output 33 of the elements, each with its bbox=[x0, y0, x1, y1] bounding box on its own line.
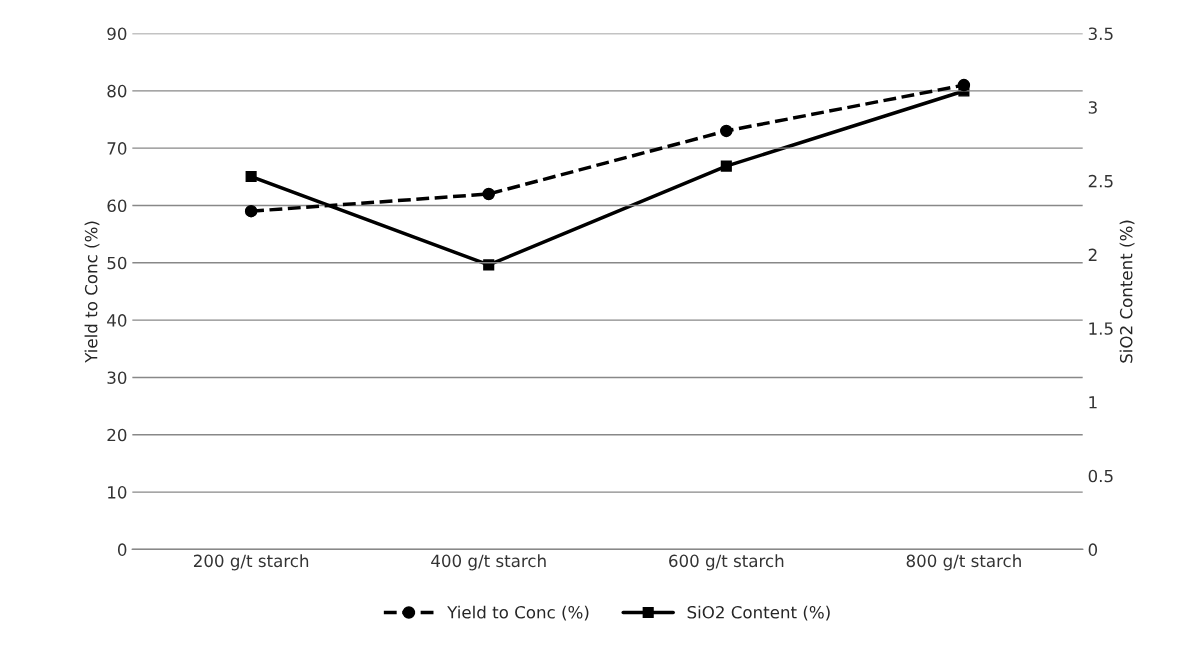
y2-tick-label: 3.5 bbox=[1088, 27, 1113, 41]
point bbox=[483, 259, 495, 271]
point bbox=[482, 187, 495, 201]
y2-tick-label: 2 bbox=[1088, 248, 1097, 261]
y-tick-label: 90 bbox=[107, 27, 127, 41]
point bbox=[957, 78, 971, 92]
x-tick-label: 600 g/t starch bbox=[669, 554, 784, 571]
point bbox=[720, 124, 733, 138]
y2-axis-title: SiO2 Content (%) bbox=[1119, 220, 1135, 363]
y-tick-label: 40 bbox=[107, 314, 127, 327]
legend-label: SiO2 Content (%) bbox=[687, 605, 830, 621]
y2-tick-label: 2.5 bbox=[1088, 174, 1113, 188]
y-tick-label: 70 bbox=[107, 142, 127, 155]
y-tick-label: 50 bbox=[107, 256, 127, 270]
x-tick-label: 800 g/t starch bbox=[906, 554, 1021, 571]
point bbox=[244, 204, 258, 218]
point bbox=[720, 160, 732, 172]
y2-tick-label: 3 bbox=[1088, 101, 1097, 114]
y-tick-label: 80 bbox=[107, 84, 127, 98]
y2-tick-label: 0 bbox=[1088, 543, 1098, 556]
legend-label: Yield to Conc (%) bbox=[447, 605, 589, 621]
y-axis-title: Yield to Conc (%) bbox=[84, 221, 100, 363]
y-tick-label: 60 bbox=[107, 199, 127, 213]
y2-tick-label: 1.5 bbox=[1089, 322, 1113, 335]
x-tick-label: 200 g/t starch bbox=[193, 554, 309, 571]
y2-tick-label: 0.5 bbox=[1088, 469, 1113, 483]
y-tick-label: 10 bbox=[108, 486, 127, 499]
y-tick-label: 20 bbox=[107, 428, 127, 442]
x-tick-label: 400 g/t starch bbox=[431, 554, 546, 571]
point bbox=[245, 170, 257, 183]
y2-tick-label: 1 bbox=[1089, 396, 1097, 409]
y-tick-label: 0 bbox=[117, 543, 127, 556]
y-tick-label: 30 bbox=[107, 371, 127, 384]
